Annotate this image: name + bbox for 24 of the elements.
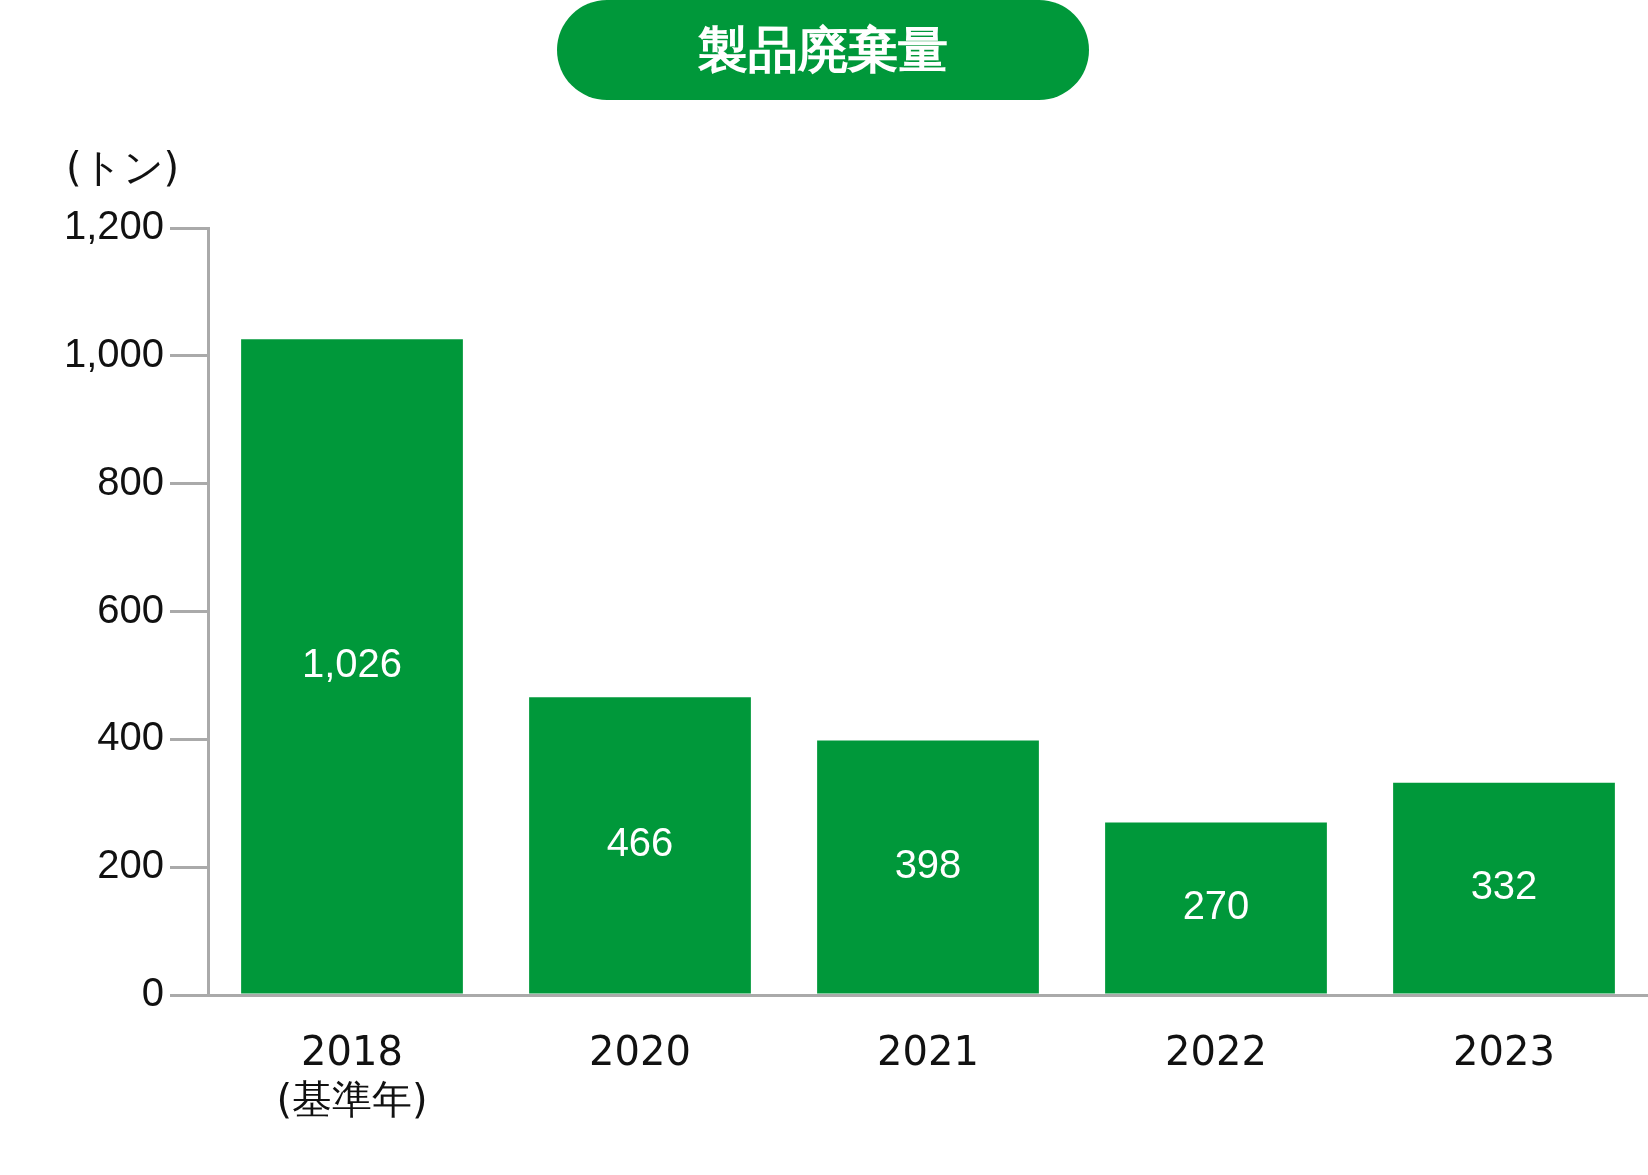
bar [817, 740, 1039, 994]
x-tick-label: 2023 [1453, 1028, 1555, 1075]
bar [529, 697, 751, 994]
y-axis-title: (トン) [66, 143, 180, 192]
y-tick-label: 0 [141, 970, 164, 1015]
x-tick-label: 2021 [877, 1028, 979, 1075]
data-label: 466 [606, 820, 674, 865]
bar [241, 339, 463, 994]
y-tick-label: 400 [97, 714, 164, 759]
y-tick-label: 800 [97, 458, 164, 503]
y-tick-label: 1,200 [63, 203, 164, 248]
x-tick-label: 2022 [1165, 1028, 1267, 1075]
data-label: 332 [1470, 863, 1538, 908]
chart-title: 製品廃棄量 [557, 0, 1089, 100]
y-tick-label: 600 [97, 586, 164, 631]
data-label: 270 [1182, 882, 1250, 927]
bar [1105, 822, 1327, 994]
data-label: 1,026 [301, 641, 403, 686]
x-tick-label: 2020 [589, 1028, 691, 1075]
x-tick-label: 2018 (基準年) [276, 1028, 428, 1123]
y-tick-label: 1,000 [63, 330, 164, 375]
data-label: 398 [894, 842, 962, 887]
bar [1393, 782, 1615, 994]
y-tick-label: 200 [97, 842, 164, 887]
